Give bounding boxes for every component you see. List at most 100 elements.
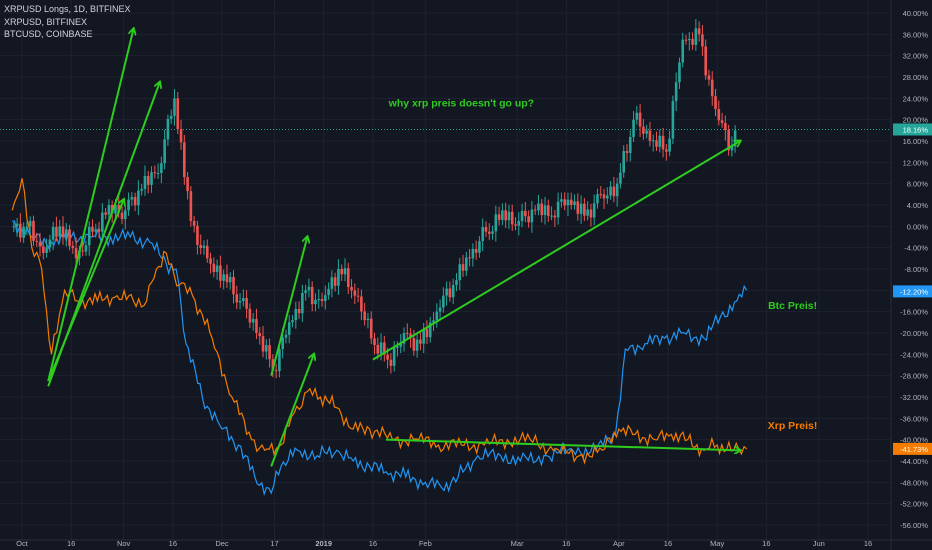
x-tick-label: Mar [511,539,524,548]
candle-body [133,196,137,206]
x-tick-label: May [710,539,724,548]
candle-body [35,240,39,242]
candle-body [169,115,173,119]
candle-body [733,130,737,147]
candle-body [179,128,183,143]
candle-body [497,214,501,220]
price-tag-label: -12.20% [900,287,928,296]
candle-body [494,214,498,232]
candle-body [681,39,685,63]
y-tick-label: -8.00% [904,265,928,274]
y-tick-label: -52.00% [900,500,928,509]
annotation-text: Xrp Preis! [768,420,818,432]
x-tick-label: 2019 [315,539,332,548]
annotation-text: Btc Preis! [768,300,817,312]
candle-body [563,199,566,206]
candle-body [48,239,52,248]
y-tick-label: -16.00% [900,308,928,317]
y-tick-label: 36.00% [903,30,929,39]
candle-body [376,344,380,354]
candle-body [451,285,455,298]
candle-body [81,250,84,252]
candle-body [209,258,212,264]
candle-body [350,286,353,291]
candle-body [678,62,681,83]
candle-body [707,75,711,80]
candle-body [458,264,462,281]
candle-body [173,98,176,116]
y-tick-label: 40.00% [903,9,929,18]
candle-body [64,229,68,238]
x-tick-label: Jun [813,539,825,548]
price-tag [893,442,932,455]
candle-body [573,201,576,205]
candle-body [307,286,311,291]
x-tick-label: 16 [864,539,872,548]
y-tick-label: -20.00% [900,329,928,338]
candle-body [576,201,580,214]
candle-body [310,286,314,305]
candle-body [251,318,255,323]
candle-body [396,346,399,348]
candle-body [369,318,373,339]
candle-body [520,210,524,221]
candle-body [527,216,530,223]
legend-main: XRPUSD Longs, 1D, BITFINEX [4,4,131,14]
y-tick-label: -24.00% [900,350,928,359]
y-tick-label: 4.00% [907,201,929,210]
y-tick-label: 24.00% [903,94,929,103]
candle-body [701,34,704,47]
trend-arrow [372,141,740,361]
candle-body [445,288,448,296]
candle-body [373,338,376,345]
candle-body [402,333,406,344]
price-tag-label: -41.73% [900,445,928,454]
x-tick-label: 16 [562,539,570,548]
candle-body [219,265,222,281]
candle-body [202,245,206,248]
candle-body [589,209,593,218]
candle-body [566,199,570,206]
candle-body [215,265,219,273]
candle-body [556,201,560,218]
candle-body [58,226,62,237]
candle-body [602,194,606,199]
candle-body [425,328,429,338]
candle-body [212,263,216,273]
y-tick-label: -56.00% [900,521,928,530]
candle-body [714,96,717,109]
candle-body [651,140,655,142]
candle-body [97,229,101,232]
candle-body [560,199,563,202]
candle-body [271,359,275,371]
candle-body [150,172,153,185]
candle-body [724,123,727,131]
candle-body [415,339,419,351]
y-tick-label: -4.00% [904,244,928,253]
candle-body [346,268,350,287]
candle-body [622,151,626,173]
candle-body [264,345,268,352]
candle-body [176,98,180,129]
candle-body [301,293,304,314]
legend-xrp: XRPUSD, BITFINEX [4,16,88,27]
candle-body [540,203,544,216]
candle-body [183,142,186,178]
x-tick-label: 16 [67,539,75,548]
candle-body [419,339,422,344]
candle-body [284,334,288,338]
candle-body [84,245,88,252]
candle-body [140,189,143,191]
candle-body [405,333,409,334]
candle-body [245,298,248,309]
candle-body [661,135,665,150]
x-tick-label: Feb [419,539,432,548]
annotation-text: why xrp preis doesn't go up? [388,97,534,109]
y-tick-label: -28.00% [900,372,928,381]
candle-body [658,135,662,147]
candle-body [101,212,104,232]
candle-body [120,212,124,220]
candle-body [507,211,511,221]
candle-body [428,322,432,338]
